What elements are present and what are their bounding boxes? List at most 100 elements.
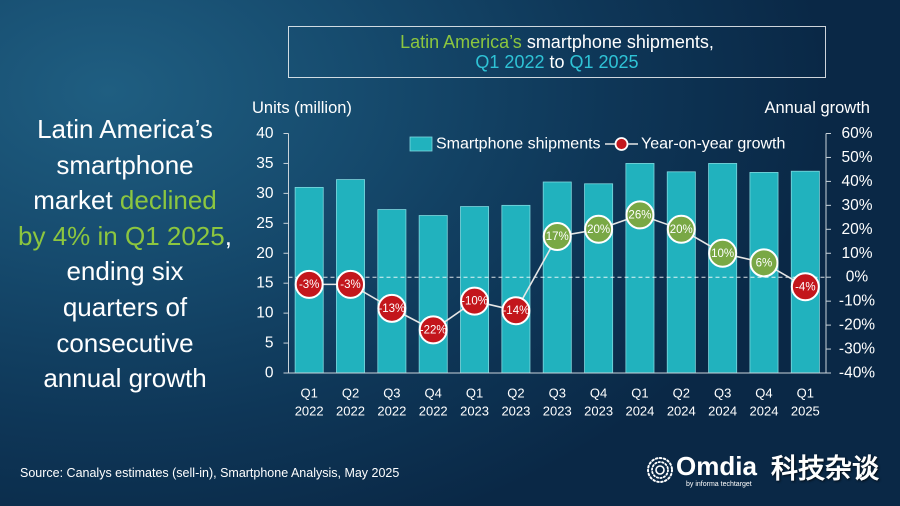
growth-label-q1-2024: 26% <box>628 209 651 221</box>
x-tick-label-q2-2022-year: 2022 <box>336 404 365 419</box>
growth-label-q1-2022: -3% <box>299 279 319 291</box>
bars-series <box>294 163 820 374</box>
axes: 0 5 10 15 20 25 30 35 40 -40% -30% -20% -10% 0% 10% 20%… <box>256 125 875 382</box>
chart-title-line-2: Q1 2022 to Q1 2025 <box>289 52 825 72</box>
growth-label-q1-2023: -10% <box>461 296 488 308</box>
y-left-tick-label-10: 10 <box>256 305 274 322</box>
y-right-tick-label-0: -40% <box>839 365 875 382</box>
bar-q1-2025 <box>790 170 820 374</box>
y-left-tick-label-0: 0 <box>265 365 274 382</box>
chart-title-end: Q1 2025 <box>569 52 639 72</box>
legend-swatch-shipments <box>409 136 433 152</box>
headline-highlight-2: by 4% in Q1 2025 <box>18 220 225 251</box>
y-left-tick-label-25: 25 <box>256 215 273 232</box>
y-left-tick-label-35: 35 <box>256 155 273 172</box>
growth-label-q2-2024: 20% <box>670 224 693 236</box>
x-tick-label-q3-2022-year: 2022 <box>377 404 406 419</box>
x-tick-label-q3-2024-year: 2024 <box>708 404 737 419</box>
x-tick-label-q4-2023-year: 2023 <box>584 404 613 419</box>
bar-q4-2022 <box>418 215 448 374</box>
x-tick-label-q3-2022-quarter: Q3 <box>383 386 400 401</box>
x-tick-label-q4-2023-quarter: Q4 <box>590 386 607 401</box>
y-left-axis-title: Units (million) <box>252 99 352 117</box>
growth-label-q3-2023: 17% <box>546 231 569 243</box>
y-left-tick-label-5: 5 <box>265 335 274 352</box>
x-tick-label-q4-2024-year: 2024 <box>750 404 779 419</box>
y-right-tick-label-10: 60% <box>841 125 872 142</box>
x-tick-label-q1-2023-quarter: Q1 <box>466 386 483 401</box>
headline-line-3: market declined <box>0 183 250 219</box>
y-right-tick-label-2: -20% <box>839 317 875 334</box>
omdia-logo-icon <box>647 457 673 483</box>
bar-q3-2024 <box>708 163 738 374</box>
source-note: Source: Canalys estimates (sell-in), Sma… <box>20 466 400 480</box>
x-tick-label-q1-2025-year: 2025 <box>791 404 820 419</box>
headline-line-6: quarters of <box>62 291 188 322</box>
headline-line-4-tail: , <box>224 220 232 251</box>
headline-line-3-lead: market <box>33 185 120 216</box>
x-tick-label-q4-2022-quarter: Q4 <box>425 386 442 401</box>
growth-marker-q1-2023 <box>460 286 490 316</box>
headline-line-8: annual growth <box>43 363 207 394</box>
x-tick-label-q3-2023-quarter: Q3 <box>549 386 566 401</box>
growth-marker-q4-2024 <box>749 248 779 278</box>
headline-text: Latin America’s smartphone market declin… <box>0 112 250 397</box>
omdia-logo-subtext: by informa techtarget <box>686 481 752 488</box>
y-left-tick-label-30: 30 <box>256 185 274 202</box>
x-tick-label-q1-2025-quarter: Q1 <box>797 386 814 401</box>
headline-highlight-1: declined <box>119 185 217 216</box>
x-tick-label-q2-2024-year: 2024 <box>667 404 696 419</box>
x-tick-label-q1-2024-quarter: Q1 <box>631 386 648 401</box>
growth-marker-q3-2023 <box>542 221 572 251</box>
omdia-logo-text: Omdia <box>676 451 757 481</box>
x-tick-label-q3-2024-quarter: Q3 <box>714 386 731 401</box>
headline-line-4: by 4% in Q1 2025, <box>0 219 250 255</box>
y-right-tick-label-8: 40% <box>841 173 872 190</box>
growth-marker-q3-2022 <box>377 293 407 323</box>
bar-q3-2022 <box>377 209 407 374</box>
growth-marker-q1-2024 <box>625 200 655 230</box>
bar-q1-2024 <box>625 163 655 374</box>
legend: Smartphone shipments Year-on-year growth <box>409 136 785 153</box>
y-right-tick-label-4: 0% <box>846 269 869 286</box>
bar-q2-2024 <box>666 171 696 374</box>
legend-label-shipments: Smartphone shipments <box>436 136 601 153</box>
x-axis-category-labels: Q1 2022 Q2 2022 Q3 2022 Q4 2022 Q1 2023 Q2 2023 Q3 20… <box>295 386 820 419</box>
y-right-tick-label-3: -10% <box>839 293 875 310</box>
x-tick-label-q2-2024-quarter: Q2 <box>673 386 690 401</box>
growth-series-markers: -3% -3% -13% -22% -10% -14% 17% 20% 26% 20% 10% 6% -… <box>294 200 820 345</box>
y-left-tick-label-40: 40 <box>256 125 274 142</box>
x-tick-label-q4-2022-year: 2022 <box>419 404 448 419</box>
growth-label-q4-2023: 20% <box>587 224 610 236</box>
y-right-tick-label-9: 50% <box>841 149 872 166</box>
x-tick-label-q2-2022-quarter: Q2 <box>342 386 359 401</box>
x-tick-label-q1-2022-year: 2022 <box>295 404 324 419</box>
omdia-logo-ring-inner <box>655 465 665 475</box>
growth-label-q1-2025: -4% <box>795 281 815 293</box>
omdia-logo-ring-outer <box>647 457 673 483</box>
growth-marker-q4-2023 <box>584 214 614 244</box>
x-tick-label-q3-2023-year: 2023 <box>543 404 572 419</box>
x-tick-label-q2-2023-year: 2023 <box>501 404 530 419</box>
chart-title-region: Latin America’s <box>400 32 522 52</box>
headline-line-7: consecutive <box>56 327 194 358</box>
growth-marker-q3-2024 <box>708 238 738 268</box>
legend-swatch-growth-marker <box>614 137 629 151</box>
y-left-tick-label-15: 15 <box>256 275 273 292</box>
growth-marker-q1-2025 <box>790 272 820 302</box>
y-right-tick-label-1: -30% <box>839 341 875 358</box>
x-tick-label-q1-2024-year: 2024 <box>625 404 654 419</box>
omdia-logo-ring-middle <box>651 461 669 479</box>
growth-marker-q1-2022 <box>294 269 324 299</box>
chart-title-start: Q1 2022 <box>475 52 545 72</box>
y-right-axis-title: Annual growth <box>765 99 871 117</box>
watermark: 科技杂谈 <box>771 454 879 484</box>
headline-line-2: smartphone <box>56 149 194 180</box>
growth-marker-q2-2023 <box>501 296 531 326</box>
growth-marker-q2-2024 <box>666 214 696 244</box>
growth-label-q2-2023: -14% <box>502 305 529 317</box>
bar-q4-2023 <box>584 183 614 374</box>
y-left-tick-label-20: 20 <box>256 245 274 262</box>
headline-line-1: Latin America’s <box>37 114 213 144</box>
